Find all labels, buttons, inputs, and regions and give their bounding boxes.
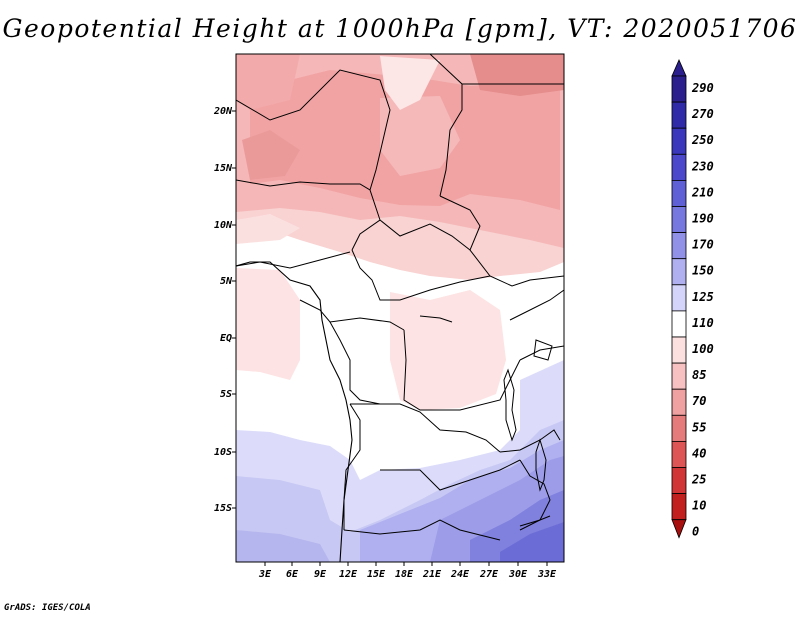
colorbar-swatch <box>671 179 687 207</box>
colorbar-label: 125 <box>692 290 714 304</box>
colorbar-label: 290 <box>691 81 714 95</box>
map-frame <box>235 53 565 563</box>
colorbar-swatch <box>671 310 687 338</box>
lon-label: 3E <box>258 569 272 580</box>
lat-label: 5N <box>220 276 233 287</box>
lat-label: EQ <box>220 333 232 344</box>
lat-label: 10N <box>214 220 233 231</box>
colorbar-swatch <box>671 414 687 442</box>
lon-label: 18E <box>395 569 414 580</box>
colorbar-label: 55 <box>692 420 706 434</box>
colorbar-swatch <box>671 258 687 286</box>
lat-label: 15S <box>214 503 232 514</box>
colorbar-label: 250 <box>691 133 714 147</box>
colorbar-bottom-arrow <box>671 519 687 539</box>
colorbar-label: 40 <box>692 446 706 460</box>
colorbar-label: 230 <box>691 159 714 173</box>
lat-label: 20N <box>213 106 233 117</box>
lon-label: 9E <box>314 569 327 580</box>
lon-label: 6E <box>286 569 299 580</box>
country-borders <box>236 54 564 562</box>
field-shading <box>236 54 564 562</box>
colorbar-label: 25 <box>691 473 706 487</box>
lat-label: 15N <box>214 163 233 174</box>
colorbar-swatch <box>671 153 687 181</box>
axis-ticks <box>232 110 548 566</box>
colorbar-label: 270 <box>691 107 714 121</box>
colorbar-swatch <box>671 336 687 364</box>
colorbar-label: 85 <box>692 368 706 382</box>
grads-credit: GrADS: IGES/COLA <box>4 603 91 613</box>
lon-label: 15E <box>367 569 386 580</box>
colorbar-label: 110 <box>692 316 714 330</box>
lat-label: 5S <box>220 389 232 400</box>
lon-label: 27E <box>479 569 499 580</box>
lat-label: 10S <box>214 447 232 458</box>
colorbar-label: 170 <box>692 238 714 252</box>
colorbar-swatch <box>671 284 687 312</box>
colorbar-swatch <box>671 362 687 390</box>
latitude-axis: 20N 15N 10N 5N EQ 5S 10S 15S <box>213 106 233 514</box>
lon-label: 33E <box>537 569 557 580</box>
colorbar-swatch <box>671 75 687 103</box>
colorbar-label: 0 <box>692 525 699 539</box>
colorbar-swatch <box>671 388 687 416</box>
colorbar-swatch <box>671 101 687 129</box>
longitude-axis: 3E 6E 9E 12E 15E 18E 21E 24E 27E 30E 33E <box>258 569 557 580</box>
colorbar-swatch <box>671 493 687 521</box>
colorbar-swatch <box>671 467 687 495</box>
lon-label: 21E <box>422 569 442 580</box>
colorbar-label: 210 <box>691 185 714 199</box>
colorbar-swatch <box>671 127 687 155</box>
colorbar-swatch <box>671 206 687 234</box>
lon-label: 12E <box>339 569 358 580</box>
colorbar-swatch <box>671 440 687 468</box>
lon-label: 24E <box>450 569 470 580</box>
lon-label: 30E <box>508 569 528 580</box>
colorbar-label: 190 <box>692 212 714 226</box>
colorbar-label: 10 <box>692 499 706 513</box>
colorbar-label: 70 <box>692 394 706 408</box>
colorbar-top-arrow <box>671 59 687 77</box>
colorbar-label: 100 <box>692 342 714 356</box>
colorbar-label: 150 <box>692 264 714 278</box>
map-title: Geopotential Height at 1000hPa [gpm], VT… <box>2 14 798 43</box>
colorbar: 2902702502302101901701501251101008570554… <box>671 59 714 539</box>
colorbar-swatch <box>671 232 687 260</box>
